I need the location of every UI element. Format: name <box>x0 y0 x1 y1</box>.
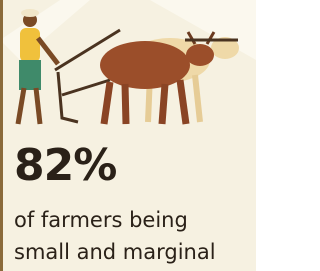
farmer-leg <box>36 88 40 124</box>
stat-value: 82% <box>14 140 116 191</box>
ox-leg <box>104 82 110 124</box>
edge-bar <box>0 0 3 271</box>
ox-leg <box>195 75 200 122</box>
stat-caption: small and marginal <box>14 240 216 264</box>
farmer-leg <box>18 88 24 124</box>
plough <box>58 72 78 122</box>
farmer-illustration <box>0 0 256 140</box>
farmer-shirt <box>20 28 40 62</box>
turban <box>21 9 39 17</box>
ox-leg <box>125 84 126 124</box>
stat-card: 82% of farmers being small and marginal <box>0 0 256 271</box>
farmer-dhoti <box>19 60 41 90</box>
ox-leg <box>180 80 186 124</box>
ox-head <box>186 44 214 66</box>
stat-caption: of farmers being <box>14 208 188 232</box>
plough-beam <box>62 80 110 95</box>
ox-leg <box>162 84 165 124</box>
ox <box>100 41 190 89</box>
